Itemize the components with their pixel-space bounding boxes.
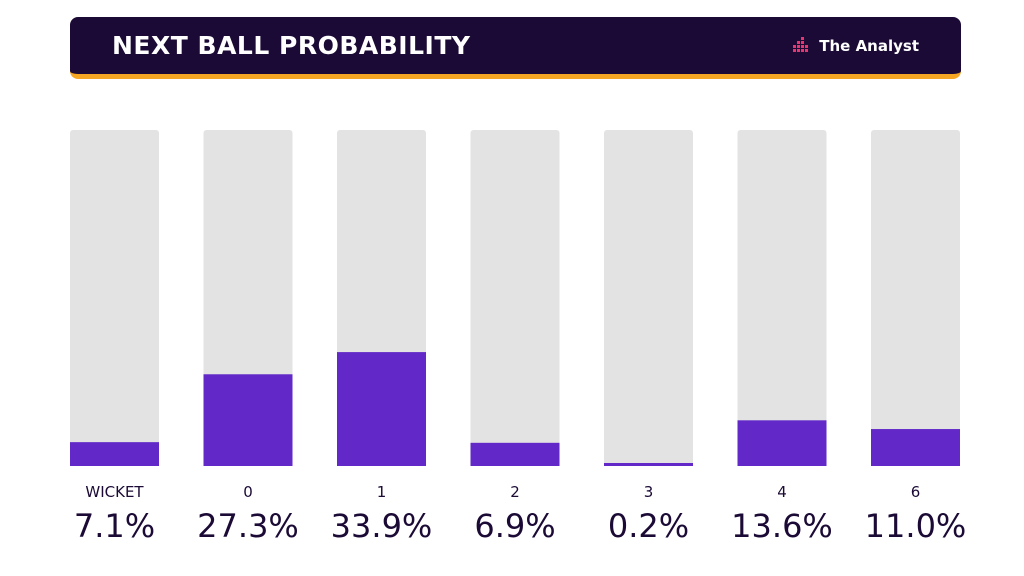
value-label: 6.9% <box>474 507 555 545</box>
category-label: 6 <box>911 483 921 501</box>
category-label: 2 <box>510 483 520 501</box>
value-label: 33.9% <box>331 507 433 545</box>
category-label: WICKET <box>85 483 144 501</box>
bar-track <box>604 130 693 466</box>
brand: The Analyst <box>791 37 919 55</box>
bar-2 <box>470 442 560 466</box>
bar-6 <box>871 429 960 466</box>
bar-track <box>871 130 960 466</box>
value-label: 13.6% <box>731 507 833 545</box>
value-label: 7.1% <box>74 507 155 545</box>
value-label: 27.3% <box>197 507 299 545</box>
bar-track <box>737 130 827 466</box>
bar-0 <box>203 374 293 466</box>
value-label: 0.2% <box>608 507 689 545</box>
category-label: 3 <box>644 483 654 501</box>
bar-track <box>70 130 159 466</box>
analyst-logo-icon <box>793 37 809 52</box>
chart-title: NEXT BALL PROBABILITY <box>112 31 471 60</box>
brand-name: The Analyst <box>819 37 919 55</box>
bar-wicket <box>70 442 159 466</box>
bar-1 <box>337 352 426 466</box>
bar-track <box>470 130 560 466</box>
category-label: 0 <box>243 483 253 501</box>
category-label: 1 <box>377 483 387 501</box>
bar-3 <box>604 463 693 466</box>
bar-4 <box>737 420 827 466</box>
chart-header: NEXT BALL PROBABILITY The Analyst <box>70 17 961 79</box>
category-label: 4 <box>777 483 787 501</box>
value-label: 11.0% <box>865 507 967 545</box>
